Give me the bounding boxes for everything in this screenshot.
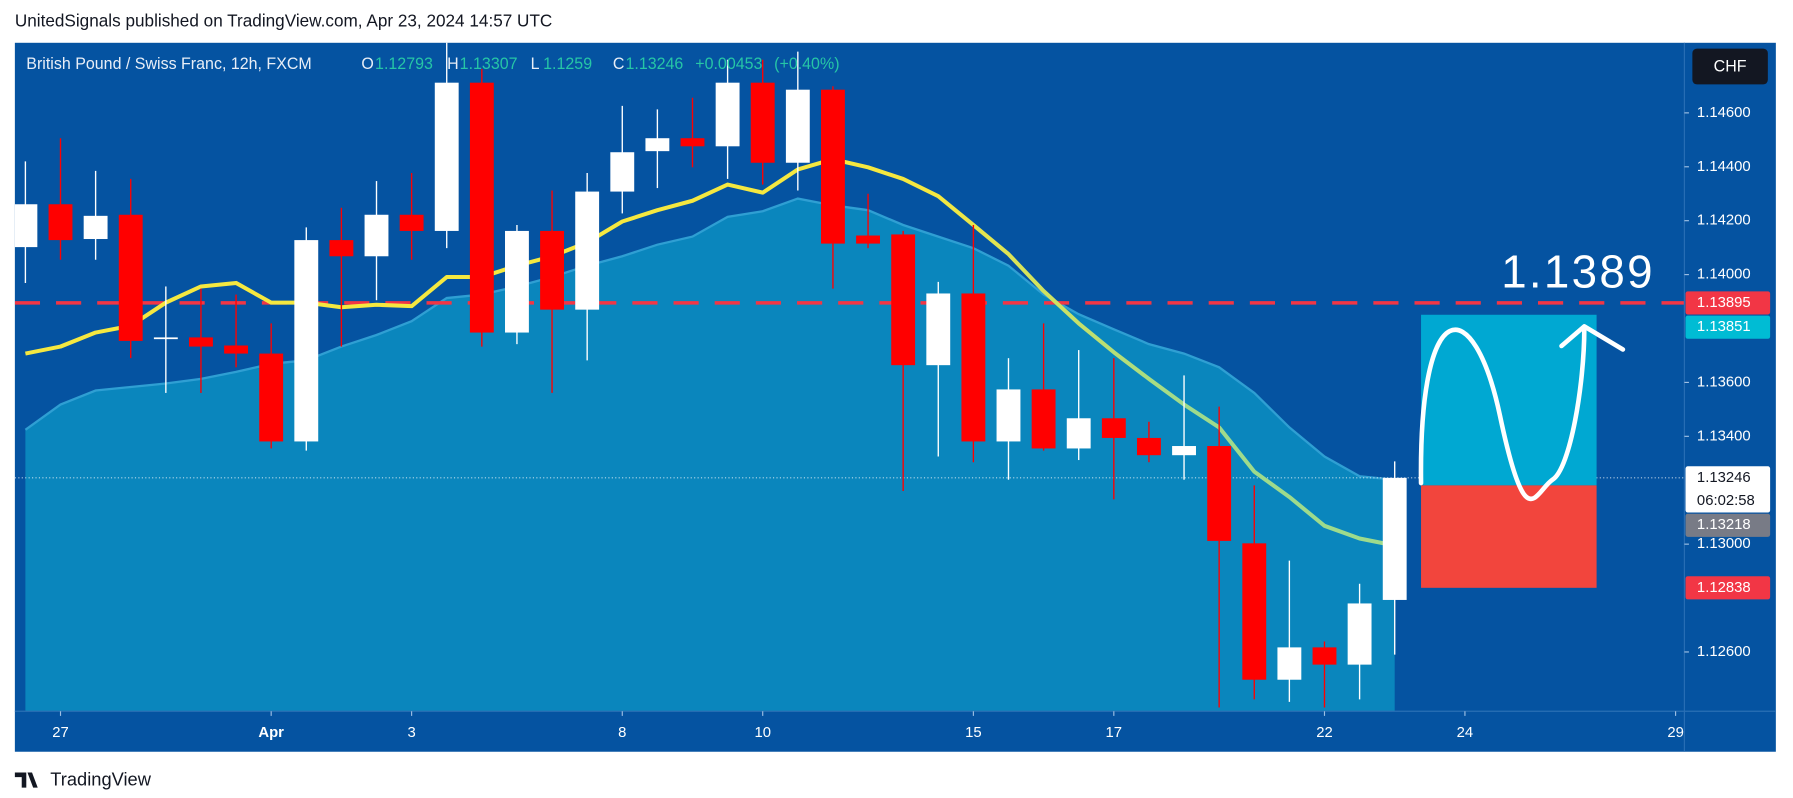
candle-body xyxy=(505,230,529,333)
candle-body xyxy=(83,215,108,240)
price-label: 1.13218 xyxy=(1697,516,1751,533)
legend-value: 1.12793 xyxy=(375,55,433,73)
annotation: 1.1389 xyxy=(1501,245,1655,297)
y-tick-label: 1.14200 xyxy=(1697,212,1751,229)
x-tick-label: 27 xyxy=(52,724,69,741)
band-area xyxy=(25,198,1395,712)
candle-body xyxy=(680,138,705,147)
candle-body xyxy=(575,191,600,310)
price-label-box xyxy=(1685,291,1771,315)
legend-value: 1.13246 xyxy=(625,55,683,73)
candle-body xyxy=(1242,543,1267,680)
price-countdown: 06:02:58 xyxy=(1697,492,1755,509)
candle-body xyxy=(856,235,880,244)
price-label-box xyxy=(1685,466,1771,513)
candle-body xyxy=(926,293,951,366)
candle-body xyxy=(961,293,986,442)
candle-body xyxy=(1312,647,1337,665)
y-tick-label: 1.13400 xyxy=(1697,427,1751,444)
candle-body xyxy=(329,240,354,257)
legend-value: 1.1259 xyxy=(543,55,592,73)
candle-body xyxy=(610,152,635,192)
candle-body xyxy=(364,214,389,257)
candle-body xyxy=(540,230,564,310)
y-tick-label: 1.13600 xyxy=(1697,373,1751,390)
candle-body xyxy=(434,82,459,231)
legend-letter: O xyxy=(361,55,373,73)
y-tick-label: 1.12600 xyxy=(1697,643,1751,660)
candle-body xyxy=(189,337,213,347)
header-text: UnitedSignals published on TradingView.c… xyxy=(15,10,552,30)
legend-value: 1.13307 xyxy=(460,55,518,73)
candle-body xyxy=(645,138,670,152)
price-label: 1.12838 xyxy=(1697,579,1751,596)
price-label-box xyxy=(1685,513,1771,537)
x-tick-label: 10 xyxy=(754,724,771,741)
candle-body xyxy=(715,82,740,147)
price-label-box xyxy=(1685,576,1771,600)
x-tick-label: Apr xyxy=(258,724,284,741)
candle-body xyxy=(469,82,494,333)
candle-body xyxy=(1277,647,1302,680)
candle-body xyxy=(294,240,319,442)
candle-body xyxy=(750,82,775,163)
brand-name: TradingView xyxy=(50,768,151,789)
legend-change: +0.00453 xyxy=(695,55,762,73)
y-tick-label: 1.13000 xyxy=(1697,535,1751,552)
candle-body xyxy=(1066,418,1091,449)
candle-body xyxy=(14,204,38,248)
legend-letter: L xyxy=(531,55,540,73)
candle-body xyxy=(891,234,916,366)
x-tick-label: 22 xyxy=(1316,724,1333,741)
candle-body xyxy=(259,353,284,442)
x-tick-label: 24 xyxy=(1457,724,1474,741)
candle-body xyxy=(1172,446,1196,456)
band-edge xyxy=(24,197,1395,481)
forecast-curve xyxy=(1418,326,1587,502)
price-label: 1.13895 xyxy=(1697,294,1751,311)
candle-body xyxy=(153,337,178,340)
candle-body xyxy=(821,89,845,244)
candle-body xyxy=(1382,477,1407,600)
candle-body xyxy=(1136,437,1161,456)
legend-change-percent: (+0.40%) xyxy=(774,55,839,73)
candle-body xyxy=(1031,389,1056,449)
x-tick-label: 29 xyxy=(1667,724,1684,741)
x-tick-label: 8 xyxy=(618,724,626,741)
candle-body xyxy=(1207,446,1232,541)
price-label: 1.13851 xyxy=(1697,318,1751,335)
candle-body xyxy=(1347,603,1372,665)
y-tick-label: 1.14600 xyxy=(1697,104,1751,121)
forecast-arrow xyxy=(1559,324,1626,352)
x-tick-label: 15 xyxy=(965,724,982,741)
candle-body xyxy=(118,214,143,341)
currency-label: CHF xyxy=(1714,57,1747,75)
price-label: 1.13246 xyxy=(1697,469,1751,486)
currency-button[interactable] xyxy=(1692,48,1768,85)
y-tick-label: 1.14000 xyxy=(1697,266,1751,283)
legend-letter: C xyxy=(613,55,625,73)
moving-average xyxy=(25,157,1396,548)
position-stop xyxy=(1421,485,1597,588)
x-tick-label: 17 xyxy=(1106,724,1123,741)
candle-body xyxy=(48,204,73,241)
x-tick-label: 3 xyxy=(407,724,415,741)
price-label-box xyxy=(1685,315,1771,339)
legend-letter: H xyxy=(447,55,459,73)
candle-body xyxy=(1101,418,1126,438)
brand-logo xyxy=(14,772,38,788)
candle-body xyxy=(399,214,424,231)
candle-body xyxy=(996,389,1021,442)
candle-body xyxy=(785,89,810,163)
symbol-label: British Pound / Swiss Franc, 12h, FXCM xyxy=(26,55,311,73)
plot-area xyxy=(14,42,1685,712)
y-tick-label: 1.14400 xyxy=(1697,158,1751,175)
candle-body xyxy=(224,345,248,354)
